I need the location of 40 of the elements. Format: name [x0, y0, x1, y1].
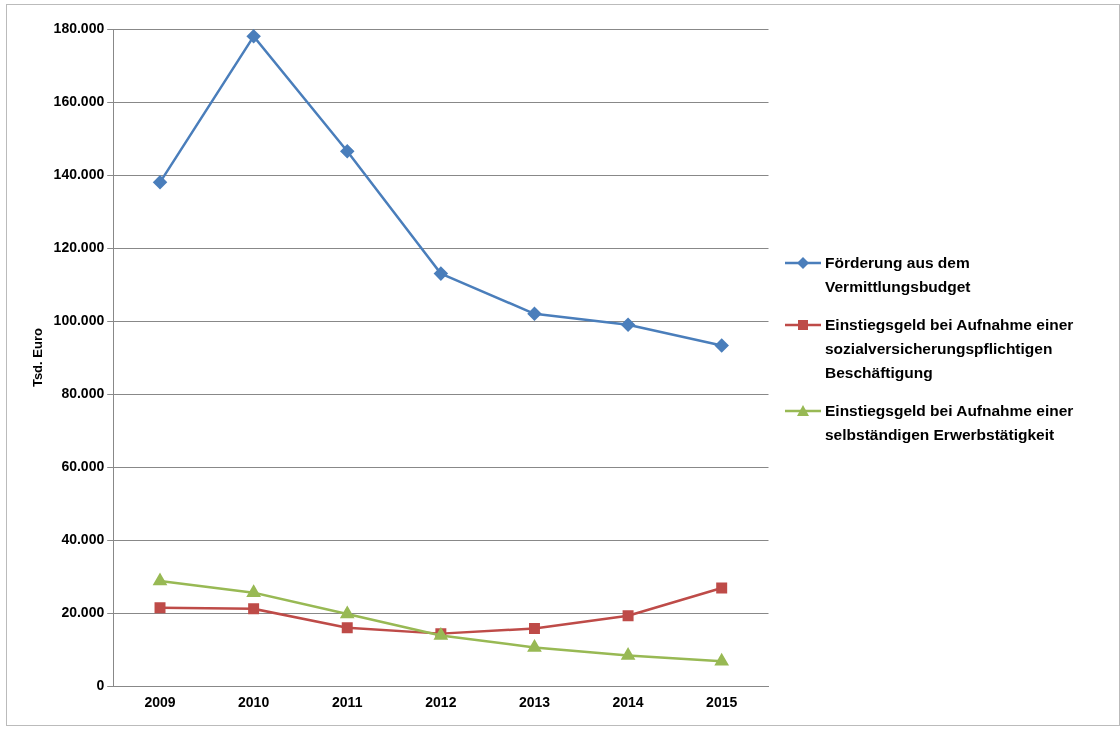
- point: [340, 144, 354, 159]
- point: [528, 623, 540, 635]
- x-tick-label: 2010: [238, 694, 270, 711]
- x-tick-label: 2013: [518, 694, 551, 711]
- y-tick-label: 60.000: [61, 457, 105, 474]
- point: [340, 606, 354, 619]
- point: [153, 573, 167, 586]
- x-tick-label: 2014: [612, 694, 644, 711]
- y-axis-title: Tsd. Euro: [30, 328, 46, 388]
- legend-label: Förderung aus dem Vermittlungsbudget: [825, 254, 971, 295]
- y-tick-label: 180.000: [53, 19, 105, 36]
- x-tick-label: 2009: [144, 694, 176, 711]
- y-tick-label: 80.000: [61, 384, 105, 401]
- legend-label: Einstiegsgeld bei Aufnahme einer selbständigen Erwerbstätigkeit: [825, 402, 1074, 443]
- y-tick-label: 160.000: [53, 92, 105, 109]
- y-tick-label: 120.000: [53, 238, 105, 255]
- point: [715, 654, 729, 666]
- point: [153, 175, 167, 190]
- x-tick-label: 2015: [706, 694, 738, 711]
- y-tick-label: 40.000: [61, 531, 105, 548]
- point: [528, 640, 541, 652]
- point: [341, 622, 353, 634]
- point: [622, 610, 634, 622]
- point: [154, 602, 166, 614]
- point: [621, 648, 635, 660]
- point: [434, 266, 448, 281]
- point: [714, 338, 729, 353]
- y-tick-label: 100.000: [53, 311, 105, 328]
- point: [527, 307, 542, 321]
- point: [248, 603, 260, 615]
- point: [246, 29, 261, 44]
- legend-label: Einstiegsgeld bei Aufnahme einer sozialversicherungspflichtigen Beschäftigung: [825, 316, 1074, 381]
- point: [716, 582, 728, 594]
- x-tick-label: 2011: [332, 694, 363, 711]
- x-tick-label: 2012: [425, 694, 457, 711]
- point: [247, 585, 261, 597]
- y-tick-label: 20.000: [61, 604, 105, 621]
- y-tick-label: 0: [96, 677, 105, 694]
- point: [621, 317, 635, 332]
- y-tick-label: 140.000: [53, 165, 105, 182]
